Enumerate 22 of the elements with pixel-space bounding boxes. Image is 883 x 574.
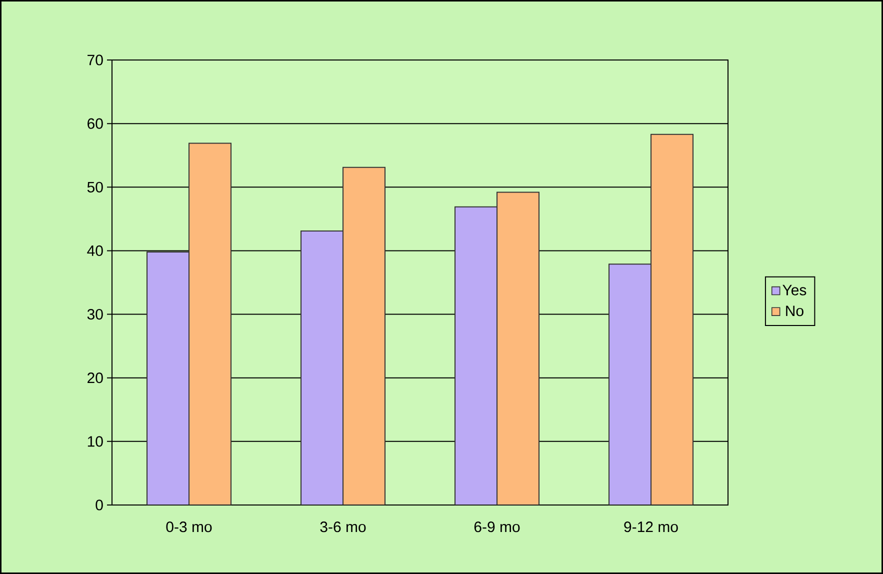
bar	[300, 230, 344, 505]
y-tick-label: 0	[96, 500, 103, 510]
bar	[608, 264, 652, 505]
legend-label: Yes	[782, 284, 806, 296]
x-tick-label: 6-9 mo	[474, 522, 520, 532]
bar	[496, 192, 540, 505]
x-tick-label: 9-12 mo	[624, 522, 678, 532]
x-tick-label: 3-6 mo	[320, 522, 366, 532]
bar	[454, 206, 498, 505]
legend-label: No	[786, 306, 804, 316]
x-tick-label: 0-3 mo	[166, 522, 212, 532]
y-tick-label: 60	[88, 118, 103, 129]
y-tick-label: 10	[88, 436, 103, 447]
y-tick-label: 20	[88, 372, 103, 384]
y-tick-label: 30	[87, 308, 103, 320]
bar	[650, 134, 694, 505]
bar	[146, 251, 190, 505]
bar	[342, 166, 386, 505]
bar	[188, 142, 232, 505]
y-tick-label: 70	[88, 54, 103, 66]
y-tick-label: 50	[87, 182, 103, 192]
y-tick-label: 40	[87, 245, 103, 256]
